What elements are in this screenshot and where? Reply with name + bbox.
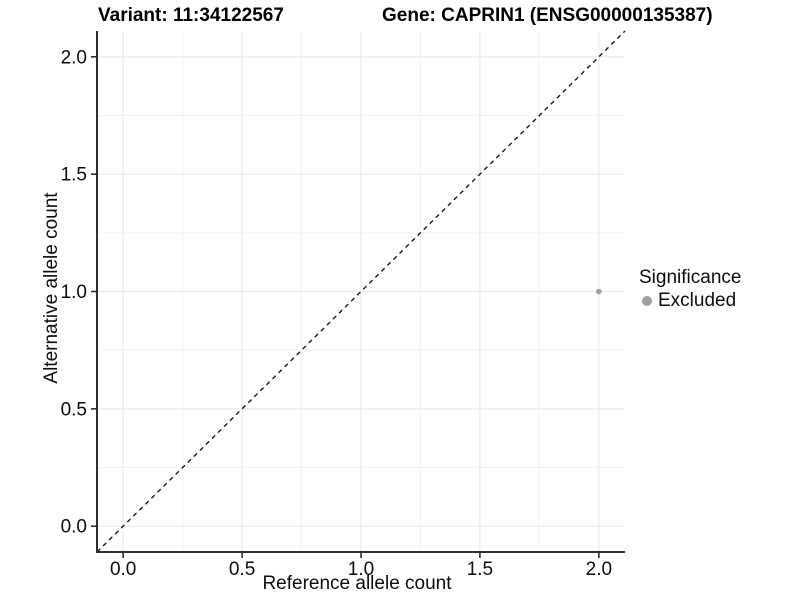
x-axis-title: Reference allele count (262, 573, 452, 594)
y-tick-label: 2.0 (61, 47, 87, 68)
x-tick-label: 1.0 (348, 559, 374, 580)
y-tick-label: 1.0 (61, 282, 87, 303)
legend-title: Significance (639, 267, 742, 288)
y-tick-label: 0.0 (61, 517, 87, 538)
x-tick-label: 0.5 (229, 559, 255, 580)
y-tick-label: 1.5 (61, 165, 87, 186)
data-point-excluded (596, 288, 602, 295)
excluded-point-icon (642, 296, 652, 306)
variant-title: Variant: 11:34122567 (98, 5, 284, 26)
legend-item-excluded: Excluded (639, 290, 741, 312)
x-tick-label: 1.5 (467, 559, 493, 580)
gene-title: Gene: CAPRIN1 (ENSG00000135387) (382, 5, 713, 26)
y-tick-label: 0.5 (61, 399, 87, 420)
legend: Significance Excluded (639, 266, 741, 312)
x-tick-label: 0.0 (110, 559, 136, 580)
legend-item-label: Excluded (658, 290, 737, 311)
x-tick-label: 2.0 (586, 559, 612, 580)
y-axis-title: Alternative allele count (41, 192, 62, 384)
